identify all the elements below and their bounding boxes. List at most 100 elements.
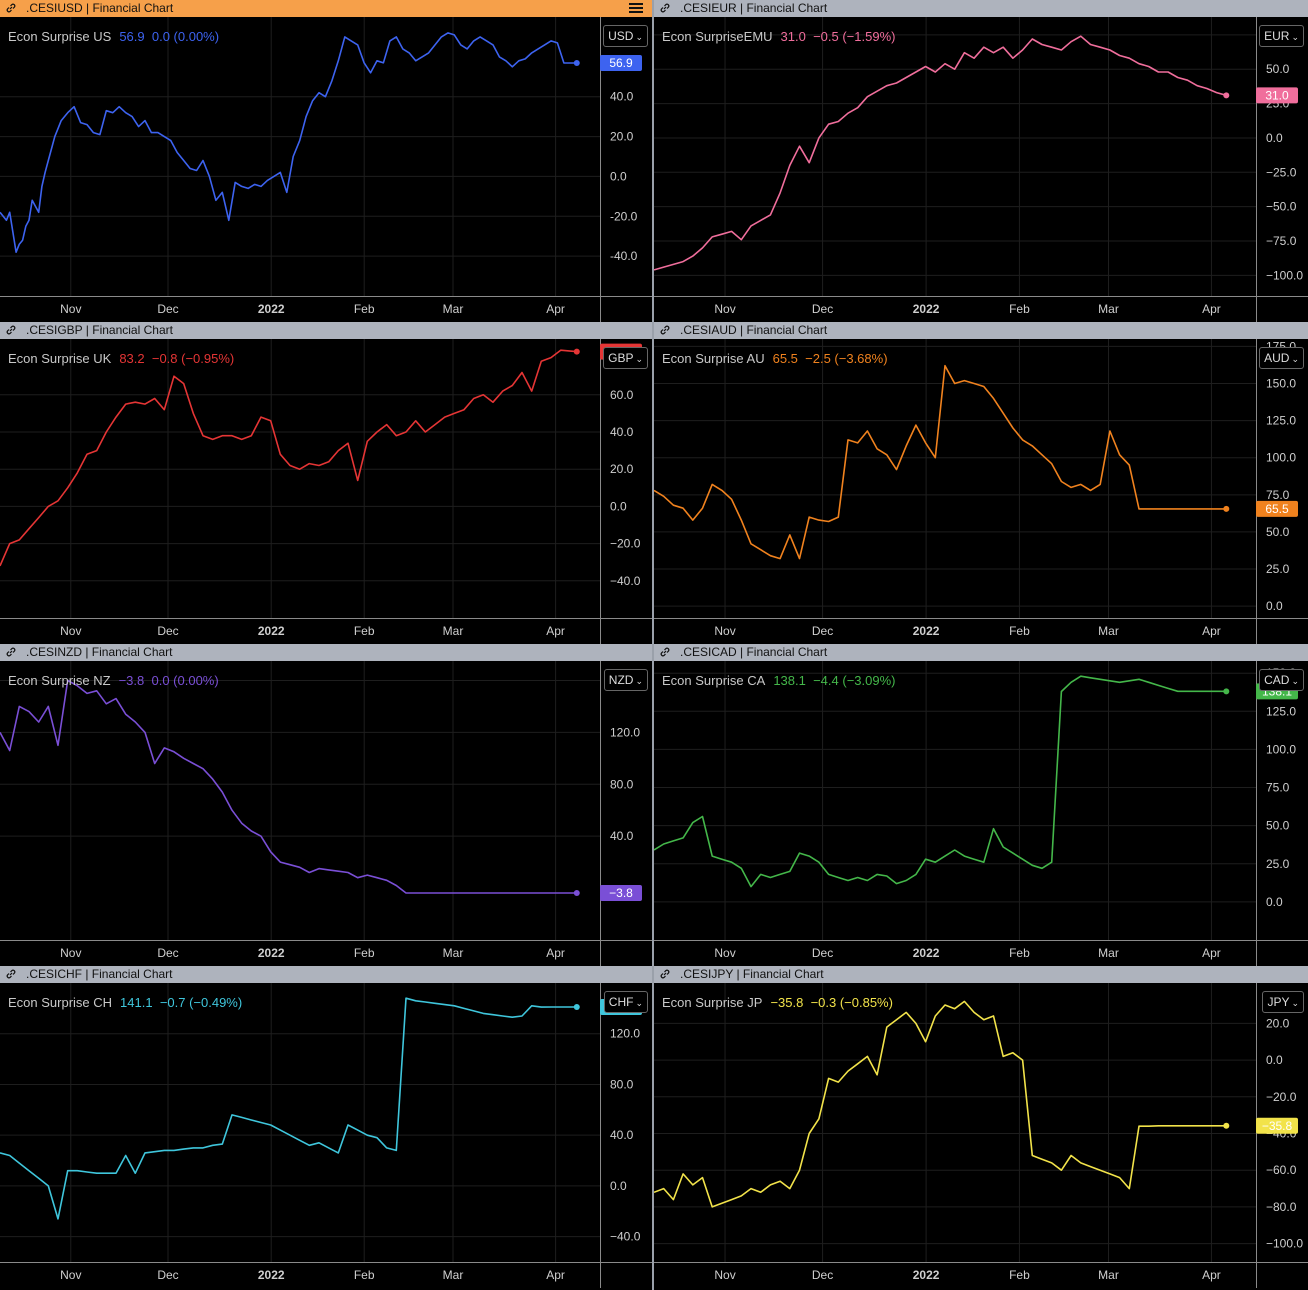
panel-header[interactable]: .CESINZD | Financial Chart	[0, 644, 652, 661]
panel-header[interactable]: .CESIJPY | Financial Chart	[654, 966, 1308, 983]
link-icon[interactable]	[5, 968, 17, 980]
currency-dropdown[interactable]: JPY ⌄	[1262, 991, 1304, 1013]
y-tick-label: 80.0	[610, 777, 634, 791]
x-tick-label: Feb	[1009, 1268, 1030, 1282]
legend-series-name: Econ Surprise JP	[662, 995, 763, 1010]
y-tick-label: 40.0	[610, 829, 634, 843]
link-icon[interactable]	[659, 646, 671, 658]
chart-svg: −100.0−75.0−50.0−25.00.025.050.075.0NovD…	[654, 17, 1308, 322]
x-tick-label: Nov	[60, 302, 81, 316]
y-tick-label: −20.0	[610, 537, 641, 551]
y-tick-label: 80.0	[610, 1077, 634, 1091]
last-point-marker	[573, 348, 580, 355]
panel-title: .CESICAD | Financial Chart	[680, 645, 828, 659]
chevron-down-icon: ⌄	[1291, 998, 1299, 1008]
chart-panel-jpy[interactable]: −100.0−80.0−60.0−40.0−20.00.020.0NovDec2…	[654, 966, 1308, 1288]
legend-change: 0.0 (0.00%)	[151, 673, 219, 688]
panel-title: .CESINZD | Financial Chart	[26, 645, 173, 659]
x-tick-label: Dec	[812, 1268, 833, 1282]
panel-header[interactable]: .CESIGBP | Financial Chart	[0, 322, 652, 339]
x-tick-label: Feb	[354, 302, 375, 316]
link-icon[interactable]	[659, 324, 671, 336]
link-icon[interactable]	[659, 2, 671, 14]
x-tick-label: Dec	[157, 624, 178, 638]
y-tick-label: -20.0	[610, 209, 638, 223]
x-tick-label: Apr	[1202, 624, 1221, 638]
x-tick-label: 2022	[258, 624, 285, 638]
x-tick-label: 2022	[913, 302, 940, 316]
y-tick-label: 60.0	[610, 388, 634, 402]
y-tick-label: 0.0	[1266, 895, 1283, 909]
currency-dropdown[interactable]: AUD ⌄	[1259, 347, 1304, 369]
last-point-marker	[573, 890, 580, 897]
y-tick-label: 0.0	[1266, 599, 1283, 613]
link-icon[interactable]	[5, 2, 17, 14]
chevron-down-icon: ⌄	[635, 998, 643, 1008]
series-legend: Econ Surprise NZ −3.8 0.0 (0.00%)	[8, 673, 219, 688]
currency-dropdown[interactable]: USD ⌄	[603, 25, 648, 47]
legend-value: 141.1	[120, 995, 160, 1010]
last-value-tag	[600, 885, 642, 902]
x-tick-label: Mar	[1098, 302, 1119, 316]
panel-header[interactable]: .CESIEUR | Financial Chart	[654, 0, 1308, 17]
link-icon[interactable]	[5, 324, 17, 336]
chart-svg: -40.0 -20.0 0.0 20.0 40.0 Nov Dec 2022 Feb Mar Apr…	[0, 17, 652, 322]
currency-label: AUD	[1264, 351, 1290, 365]
chart-panel-nzd[interactable]: 40.080.0120.0160.0NovDec2022FebMarApr−3.…	[0, 644, 652, 966]
chevron-down-icon: ⌄	[635, 676, 643, 686]
chart-panel-gbp[interactable]: −40.0 −20.0 0.0 20.0 40.0 60.0 Nov Dec 2022 Feb Ma…	[0, 322, 652, 644]
series-legend: Econ Surprise UK 83.2 −0.8 (−0.95%)	[8, 351, 234, 366]
currency-dropdown[interactable]: EUR ⌄	[1259, 25, 1304, 47]
link-icon[interactable]	[659, 968, 671, 980]
currency-label: EUR	[1264, 29, 1290, 43]
currency-label: NZD	[608, 673, 634, 687]
currency-dropdown[interactable]: GBP ⌄	[603, 347, 648, 369]
x-tick-label: Nov	[714, 1268, 735, 1282]
y-tick-label: 0.0	[610, 169, 627, 183]
chart-panel-aud[interactable]: 0.025.050.075.0100.0125.0150.0175.0NovDe…	[654, 322, 1308, 644]
y-tick-label: 40.0	[610, 90, 634, 104]
chart-svg: −40.0 0.0 40.0 80.0 120.0 Nov Dec 2022 Feb Mar Apr…	[0, 983, 652, 1288]
panel-header[interactable]: .CESICHF | Financial Chart	[0, 966, 652, 983]
last-value-label: 65.5	[1265, 502, 1289, 516]
x-tick-label: Nov	[60, 1268, 81, 1282]
chart-panel-chf[interactable]: −40.0 0.0 40.0 80.0 120.0 Nov Dec 2022 Feb Mar Apr…	[0, 966, 652, 1288]
legend-value: 65.5	[772, 351, 806, 366]
chevron-down-icon: ⌄	[635, 354, 643, 364]
currency-dropdown[interactable]: CHF ⌄	[603, 991, 648, 1013]
x-tick-label: Feb	[1009, 302, 1030, 316]
legend-series-name: Econ Surprise UK	[8, 351, 112, 366]
link-icon[interactable]	[5, 646, 17, 658]
series-line	[654, 364, 1227, 560]
legend-series-name: Econ Surprise CA	[662, 673, 766, 688]
currency-label: CHF	[608, 995, 634, 1009]
chart-svg: 0.025.050.075.0100.0125.0150.0NovDec2022…	[654, 661, 1308, 966]
currency-label: JPY	[1267, 995, 1290, 1009]
panel-header[interactable]: .CESIUSD | Financial Chart	[0, 0, 652, 17]
x-tick-label: Dec	[812, 302, 833, 316]
currency-label: CAD	[1264, 673, 1290, 687]
panel-header[interactable]: .CESICAD | Financial Chart	[654, 644, 1308, 661]
chart-panel-usd[interactable]: -40.0 -20.0 0.0 20.0 40.0 Nov Dec 2022 Feb Mar Apr…	[0, 0, 652, 322]
x-tick-label: Mar	[1098, 1268, 1119, 1282]
x-tick-label: Apr	[546, 302, 565, 316]
chart-panel-cad[interactable]: 0.025.050.075.0100.0125.0150.0NovDec2022…	[654, 644, 1308, 966]
x-tick-label: Apr	[1202, 302, 1221, 316]
x-tick-label: Nov	[714, 302, 735, 316]
x-tick-label: Dec	[157, 946, 178, 960]
chevron-down-icon: ⌄	[1291, 354, 1299, 364]
column-divider[interactable]	[652, 0, 654, 1290]
legend-series-name: Econ SurpriseEMU	[662, 29, 773, 44]
y-tick-label: 120.0	[610, 1027, 640, 1041]
currency-dropdown[interactable]: NZD ⌄	[603, 669, 648, 691]
last-value-tag	[1256, 500, 1298, 517]
currency-dropdown[interactable]: CAD ⌄	[1259, 669, 1304, 691]
panel-header[interactable]: .CESIAUD | Financial Chart	[654, 322, 1308, 339]
panel-title: .CESIJPY | Financial Chart	[680, 967, 824, 981]
menu-icon[interactable]	[629, 3, 643, 14]
legend-series-name: Econ Surprise CH	[8, 995, 113, 1010]
currency-label: USD	[608, 29, 634, 43]
x-tick-label: Feb	[1009, 624, 1030, 638]
x-tick-label: Apr	[546, 1268, 565, 1282]
chart-panel-eur[interactable]: −100.0−75.0−50.0−25.00.025.050.075.0NovD…	[654, 0, 1308, 322]
